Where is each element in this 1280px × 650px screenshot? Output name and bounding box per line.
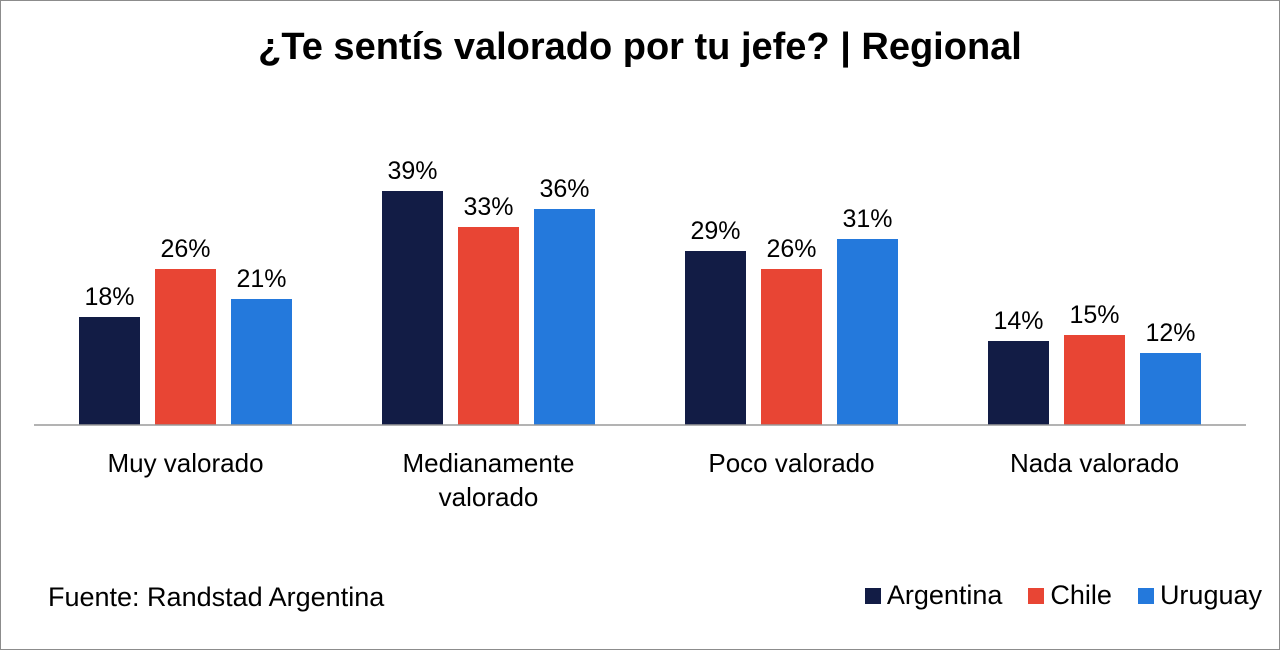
data-label: 12% — [1145, 319, 1195, 347]
bar-argentina-2 — [685, 251, 746, 425]
chart-title: ¿Te sentís valorado por tu jefe? | Regio… — [258, 26, 1022, 68]
category-label: Muy valorado — [107, 448, 263, 478]
data-label: 29% — [690, 217, 740, 245]
data-label: 36% — [539, 175, 589, 203]
legend-swatch — [1028, 587, 1045, 604]
bar-chile-3 — [1064, 335, 1125, 425]
bar-chile-2 — [761, 269, 822, 425]
legend-item-uruguay: Uruguay — [1137, 580, 1262, 611]
category-label: Nada valorado — [1010, 448, 1179, 478]
data-label: 31% — [842, 205, 892, 233]
bar-uruguay-1 — [534, 209, 595, 425]
data-label: 26% — [160, 235, 210, 263]
category-label: Poco valorado — [708, 448, 874, 478]
data-label: 18% — [84, 283, 134, 311]
legend-label: Uruguay — [1159, 580, 1262, 610]
data-label: 33% — [463, 193, 513, 221]
bar-uruguay-3 — [1140, 353, 1201, 425]
bar-uruguay-2 — [837, 239, 898, 425]
source-note: Fuente: Randstad Argentina — [48, 582, 385, 612]
data-label: 39% — [387, 157, 437, 185]
legend: Argentina Chile Uruguay — [864, 580, 1262, 611]
category-label: Medianamente valorado — [403, 448, 575, 512]
legend-item-chile: Chile — [1028, 580, 1112, 611]
legend-swatch — [1137, 587, 1154, 604]
data-label: 21% — [236, 265, 286, 293]
legend-swatch — [864, 587, 881, 604]
legend-label: Argentina — [886, 580, 1003, 610]
bar-chile-1 — [458, 227, 519, 425]
bar-uruguay-0 — [231, 299, 292, 425]
data-label: 14% — [993, 307, 1043, 335]
bar-chile-0 — [155, 269, 216, 425]
legend-item-argentina: Argentina — [864, 580, 1003, 611]
data-label: 15% — [1069, 301, 1119, 329]
bar-argentina-0 — [79, 317, 140, 425]
bar-argentina-1 — [382, 191, 443, 425]
bar-argentina-3 — [988, 341, 1049, 425]
data-label: 26% — [766, 235, 816, 263]
legend-label: Chile — [1050, 580, 1112, 610]
